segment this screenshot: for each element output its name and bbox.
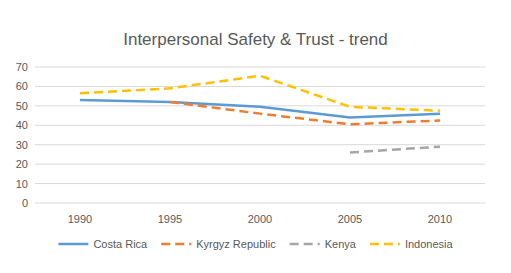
series-line <box>80 76 440 111</box>
grid-line <box>35 144 485 145</box>
legend-swatch <box>58 243 88 246</box>
y-tick-label: 30 <box>16 139 28 151</box>
grid-line <box>35 164 485 165</box>
series-group <box>80 76 440 153</box>
grid-line <box>35 183 485 184</box>
legend-swatch <box>290 243 320 246</box>
chart-title: Interpersonal Safety & Trust - trend <box>123 30 388 49</box>
y-tick-label: 70 <box>16 61 28 73</box>
y-tick-label: 40 <box>16 119 28 131</box>
legend-item: Costa Rica <box>58 238 148 250</box>
x-tick-label: 2010 <box>428 213 452 225</box>
legend-label: Indonesia <box>405 238 454 250</box>
legend-swatch <box>161 243 191 246</box>
legend-label: Costa Rica <box>93 238 148 250</box>
x-tick-label: 1995 <box>158 213 182 225</box>
legend-item: Indonesia <box>370 238 454 250</box>
series-line <box>170 102 440 124</box>
y-tick-label: 60 <box>16 80 28 92</box>
background <box>0 0 511 273</box>
y-tick-label: 10 <box>16 178 28 190</box>
legend-swatch <box>370 243 400 246</box>
series-line <box>350 147 440 153</box>
grid-line <box>35 203 485 204</box>
legend-item: Kyrgyz Republic <box>161 238 276 250</box>
x-tick-label: 1990 <box>68 213 92 225</box>
grid-line <box>35 125 485 126</box>
y-tick-label: 20 <box>16 158 28 170</box>
legend: Costa Rica Kyrgyz Republic Kenya Indonesia <box>58 238 453 250</box>
x-tick-label: 2005 <box>338 213 362 225</box>
x-tick-label: 2000 <box>248 213 272 225</box>
legend-label: Kyrgyz Republic <box>196 238 276 250</box>
grid-line <box>35 67 485 68</box>
y-tick-label: 0 <box>22 197 28 209</box>
legend-label: Kenya <box>325 238 357 250</box>
grid-line <box>35 86 485 87</box>
chart: Interpersonal Safety & Trust - trend 0 10 2… <box>0 0 511 273</box>
y-tick-label: 50 <box>16 100 28 112</box>
legend-item: Kenya <box>290 238 357 250</box>
